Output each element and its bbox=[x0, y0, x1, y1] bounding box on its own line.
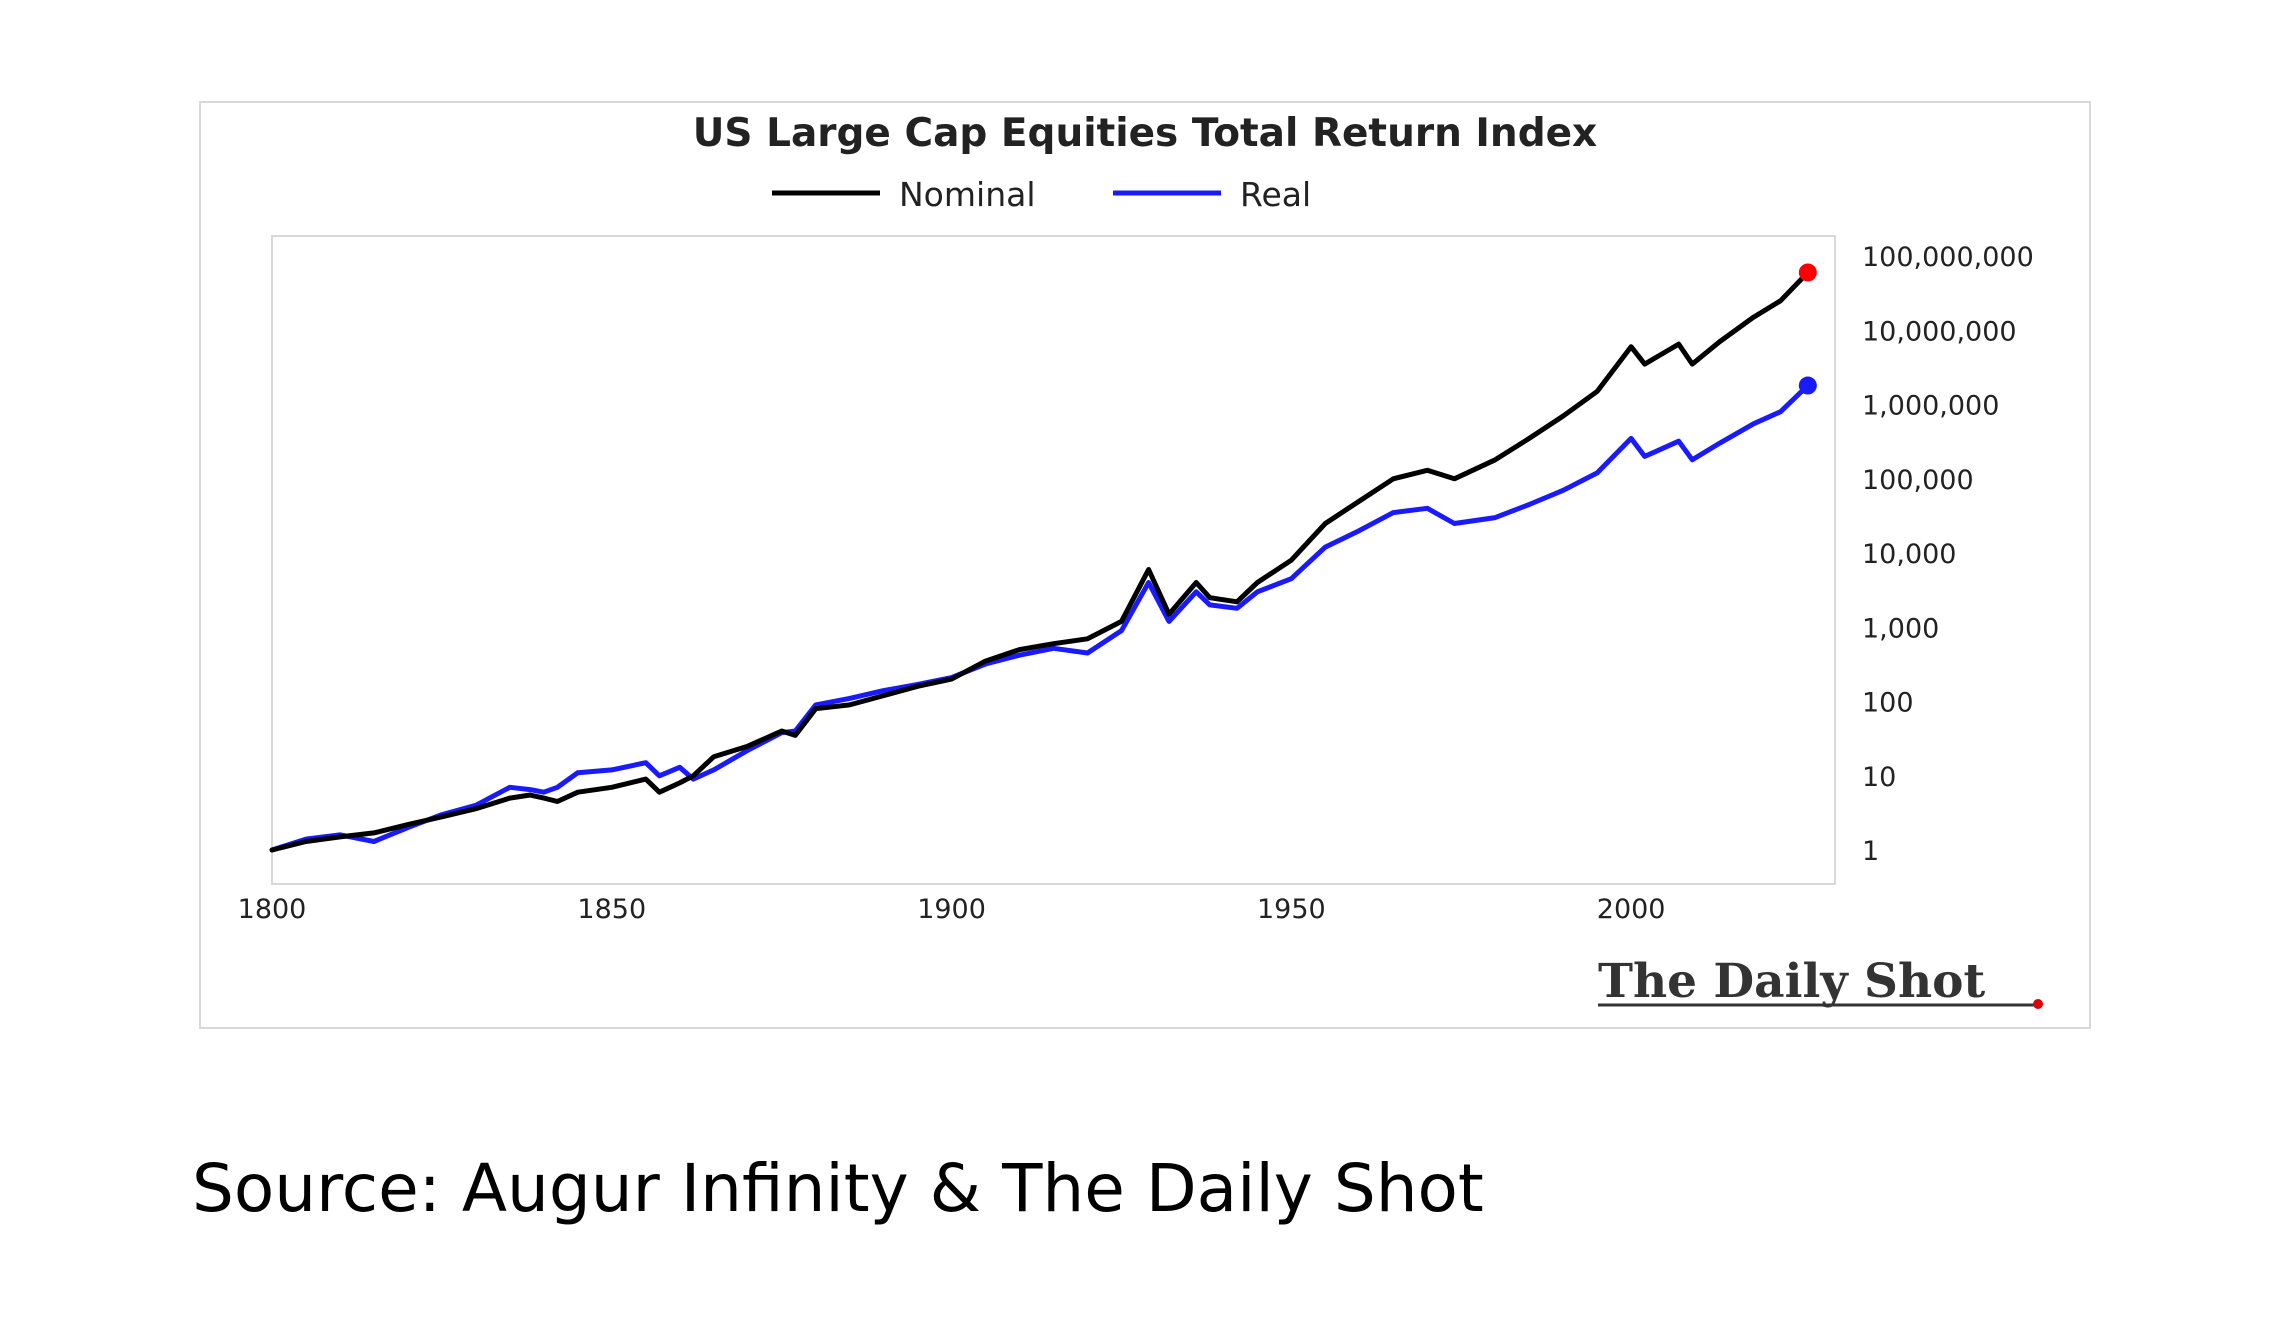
x-tick-label: 1900 bbox=[917, 894, 986, 925]
source-note: Source: Augur Infinity & The Daily Shot bbox=[192, 1150, 1484, 1227]
y-tick-label: 1,000 bbox=[1862, 613, 1939, 644]
watermark: The Daily Shot bbox=[1598, 954, 2043, 1009]
legend-label-nominal: Nominal bbox=[899, 175, 1036, 214]
legend: Nominal Real bbox=[772, 175, 1311, 214]
y-tick-label: 1 bbox=[1862, 836, 1879, 867]
series-end-marker-nominal bbox=[1798, 263, 1817, 282]
y-axis-tick-labels: 1 10 100 1,000 10,000 100,000 1,000,000 10,000,… bbox=[1862, 242, 2034, 867]
chart-title: US Large Cap Equities Total Return Index bbox=[693, 111, 1597, 156]
plot-area bbox=[271, 235, 1836, 885]
series-line-real bbox=[269, 383, 1811, 853]
y-tick-label: 100,000 bbox=[1862, 465, 1974, 496]
series-line-nominal bbox=[269, 270, 1811, 853]
y-tick-label: 100 bbox=[1862, 688, 1914, 719]
legend-label-real: Real bbox=[1240, 175, 1311, 214]
watermark-dot bbox=[2033, 999, 2043, 1009]
series-end-marker-real bbox=[1798, 376, 1817, 395]
watermark-text: The Daily Shot bbox=[1598, 954, 1985, 1009]
x-tick-label: 2000 bbox=[1597, 894, 1666, 925]
x-tick-label: 1950 bbox=[1257, 894, 1326, 925]
y-tick-label: 10,000 bbox=[1862, 539, 1956, 570]
y-tick-label: 10,000,000 bbox=[1862, 316, 2017, 347]
y-tick-label: 10 bbox=[1862, 762, 1896, 793]
x-tick-label: 1850 bbox=[577, 894, 646, 925]
y-tick-label: 100,000,000 bbox=[1862, 242, 2034, 273]
y-tick-label: 1,000,000 bbox=[1862, 391, 1999, 422]
series-lines bbox=[269, 263, 1817, 853]
x-tick-label: 1800 bbox=[238, 894, 307, 925]
x-axis-tick-labels: 1800 1850 1900 1950 2000 bbox=[238, 894, 1666, 925]
